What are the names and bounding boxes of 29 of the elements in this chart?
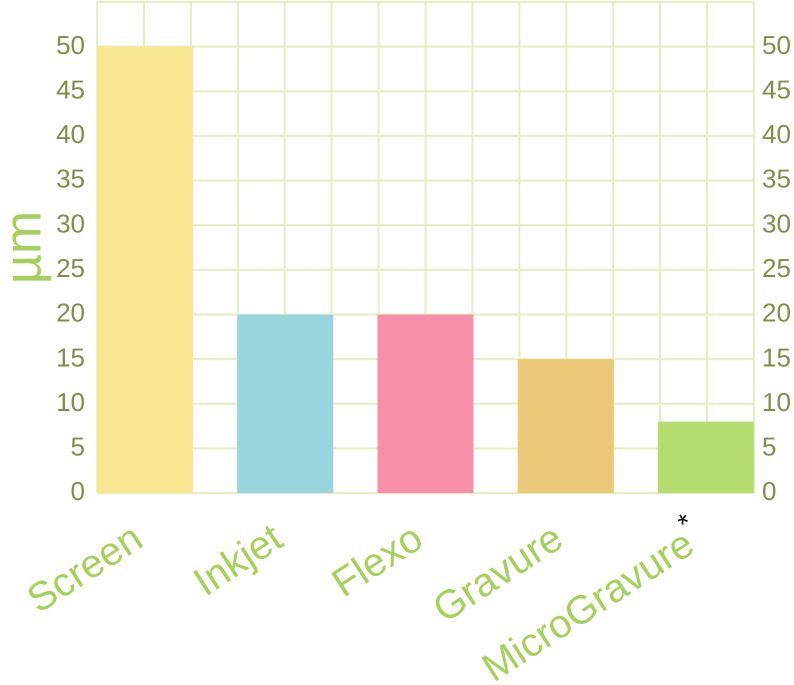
y2-tick-label: 10 xyxy=(762,386,791,417)
y-tick-label: 35 xyxy=(56,164,85,194)
y2-tick-label: 30 xyxy=(762,208,791,238)
y-tick-label: 40 xyxy=(56,119,85,150)
y-tick-label: 25 xyxy=(56,252,85,283)
y-axis-title: µm xyxy=(0,210,52,284)
y2-tick-label: 0 xyxy=(762,476,776,506)
y2-tick-label: 50 xyxy=(762,30,791,60)
x-tick-label: Flexo xyxy=(324,516,430,606)
y-tick-label: 10 xyxy=(56,386,85,417)
y-tick-label: 20 xyxy=(56,298,85,328)
y2-tick-label: 45 xyxy=(762,74,791,104)
y2-tick-label: 15 xyxy=(762,342,791,372)
bar xyxy=(658,422,754,493)
y-tick-label: 15 xyxy=(56,342,85,372)
y2-tick-label: 25 xyxy=(762,252,791,283)
bar xyxy=(97,46,194,493)
y-tick-label: 45 xyxy=(56,74,85,104)
y2-tick-label: 20 xyxy=(762,298,791,328)
y2-tick-label: 35 xyxy=(762,164,791,194)
y2-tick-label: 5 xyxy=(762,432,776,462)
y2-tick-label: 40 xyxy=(762,119,791,150)
y-tick-label: 5 xyxy=(70,432,85,462)
y-tick-label: 0 xyxy=(70,476,85,506)
y-tick-label: 50 xyxy=(56,30,85,60)
bar xyxy=(237,314,334,493)
y-tick-label: 30 xyxy=(56,208,85,238)
bar xyxy=(518,359,614,493)
bar xyxy=(377,314,474,493)
